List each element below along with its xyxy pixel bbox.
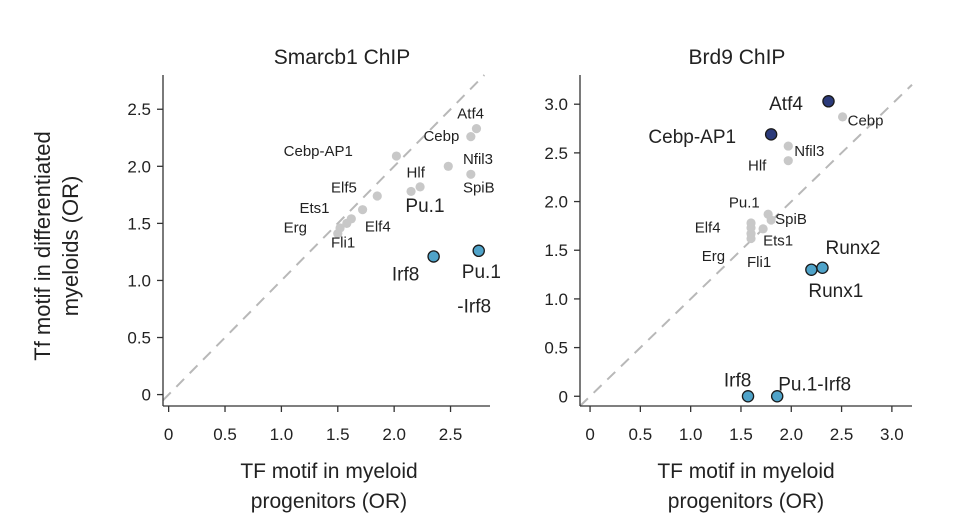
data-point xyxy=(783,141,793,151)
point-label: Elf4 xyxy=(695,220,721,237)
data-point xyxy=(466,132,476,142)
point-label: Ets1 xyxy=(299,200,329,217)
x-tick-label: 0.5 xyxy=(213,425,237,444)
point-label: Runx2 xyxy=(825,238,880,259)
x-axis-label-line1: TF motif in myeloid xyxy=(657,460,834,483)
identity-line xyxy=(579,84,913,407)
point-label: Hlf xyxy=(748,157,767,174)
point-label: Fli1 xyxy=(331,234,355,251)
x-tick-label: 1.0 xyxy=(270,425,294,444)
point-label: Erg xyxy=(284,220,307,237)
data-point xyxy=(758,224,768,234)
x-tick-label: 3.0 xyxy=(880,425,904,444)
data-point xyxy=(822,95,835,108)
x-tick-label: 0.5 xyxy=(629,425,653,444)
point-label: Elf5 xyxy=(331,180,357,197)
point-label: Irf8 xyxy=(724,371,751,392)
data-point xyxy=(770,390,784,403)
y-tick-label: 0.5 xyxy=(127,329,151,348)
point-label: Ets1 xyxy=(763,232,793,249)
point-label: Hlf xyxy=(407,165,426,182)
y-tick-label: 2.5 xyxy=(127,100,151,119)
x-tick-label: 1.0 xyxy=(679,425,703,444)
panel-title: Smarcb1 ChIP xyxy=(274,46,411,69)
y-tick-label: 1.0 xyxy=(544,290,568,309)
data-point xyxy=(783,156,793,166)
data-point xyxy=(471,124,482,134)
point-label: Atf4 xyxy=(457,105,484,122)
point-label: Atf4 xyxy=(769,94,803,115)
y-tick-label: 2.0 xyxy=(127,157,151,176)
x-tick-label: 2.0 xyxy=(779,425,803,444)
point-label: Runx1 xyxy=(808,281,863,302)
point-label: Fli1 xyxy=(747,254,771,271)
point-label: Erg xyxy=(702,248,725,265)
point-label: Irf8 xyxy=(392,264,419,285)
point-label: Nfil3 xyxy=(463,151,493,168)
x-axis-label-line2: progenitors (OR) xyxy=(251,490,407,513)
data-point xyxy=(406,186,416,197)
data-point xyxy=(443,161,453,171)
data-point xyxy=(766,215,776,225)
x-tick-label: 2.0 xyxy=(382,425,406,444)
y-tick-label: 0 xyxy=(142,386,151,405)
y-tick-label: 1.5 xyxy=(544,241,568,260)
point-label: Cebp-AP1 xyxy=(284,143,353,160)
data-point xyxy=(466,169,476,179)
data-point xyxy=(472,244,485,258)
y-tick-label: 2.5 xyxy=(544,144,568,163)
x-tick-label: 1.5 xyxy=(729,425,753,444)
y-tick-label: 3.0 xyxy=(544,95,568,114)
data-point xyxy=(372,191,382,201)
x-tick-label: 1.5 xyxy=(326,425,350,444)
point-label: Cebp xyxy=(423,128,459,145)
point-label: Pu.1 xyxy=(729,194,760,211)
y-tick-label: 1.5 xyxy=(127,214,151,233)
data-point xyxy=(837,112,848,122)
y-axis-label-line1: Tf motif in differentiated xyxy=(30,131,55,361)
point-label: Cebp-AP1 xyxy=(648,127,736,148)
point-label: -Irf8 xyxy=(457,296,491,317)
y-tick-label: 0 xyxy=(559,387,568,406)
panel-title: Brd9 ChIP xyxy=(689,46,786,69)
data-point xyxy=(415,182,425,192)
point-label: Pu.1-Irf8 xyxy=(778,374,851,395)
data-point xyxy=(741,390,755,403)
identity-line xyxy=(162,74,486,401)
x-tick-label: 2.5 xyxy=(830,425,854,444)
y-tick-label: 1.0 xyxy=(127,271,151,290)
x-tick-label: 2.5 xyxy=(439,425,463,444)
data-point xyxy=(805,263,818,276)
x-tick-label: 0 xyxy=(164,425,173,444)
smarcb1-chip-panel: Smarcb1 ChIP TF motif in myeloid progeni… xyxy=(127,46,501,513)
point-label: Nfil3 xyxy=(794,143,824,160)
point-label: SpiB xyxy=(775,211,807,228)
point-label: Pu.1 xyxy=(405,196,444,217)
data-point xyxy=(816,261,829,275)
data-point xyxy=(357,205,368,215)
point-label: SpiB xyxy=(463,180,495,197)
point-label: Pu.1 xyxy=(462,262,501,283)
point-label: Elf4 xyxy=(365,218,391,235)
y-tick-label: 0.5 xyxy=(544,339,568,358)
data-point xyxy=(342,218,352,228)
brd9-chip-panel: Brd9 ChIP TF motif in myeloid progenitor… xyxy=(544,46,913,513)
x-axis-label-line1: TF motif in myeloid xyxy=(240,460,417,483)
y-axis-label-line2: myeloids (OR) xyxy=(58,176,83,317)
data-point xyxy=(746,233,756,244)
data-point xyxy=(333,229,343,239)
data-point xyxy=(427,250,440,263)
data-point xyxy=(764,128,778,141)
y-tick-label: 2.0 xyxy=(544,193,568,212)
data-point xyxy=(391,151,402,161)
point-label: Cebp xyxy=(848,113,884,130)
x-axis-label-line2: progenitors (OR) xyxy=(668,490,824,513)
x-tick-label: 0 xyxy=(585,425,594,444)
